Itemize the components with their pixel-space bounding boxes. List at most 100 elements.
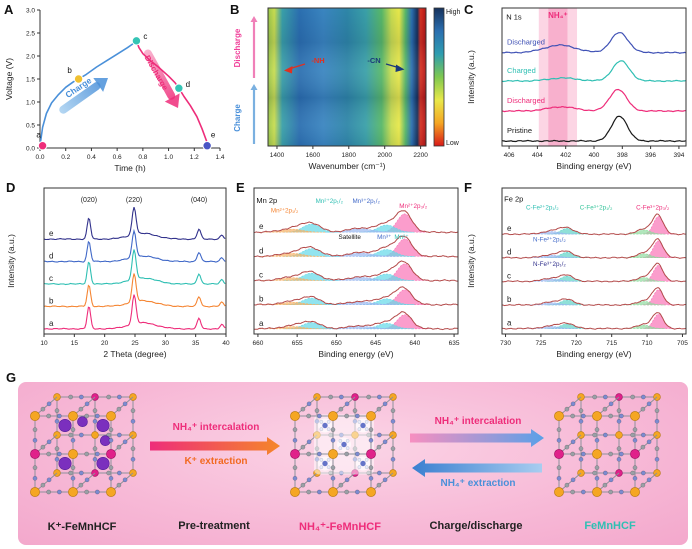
label-k-femnhcf: K⁺-FeMnHCF xyxy=(47,521,117,533)
svg-text:(040): (040) xyxy=(191,197,207,204)
svg-text:20: 20 xyxy=(101,340,109,347)
svg-text:0.4: 0.4 xyxy=(87,154,96,161)
svg-text:Binding energy (eV): Binding energy (eV) xyxy=(556,349,631,359)
xrd-chart: a b c d e 10 15 20 25 30 35 40 2 Theta (degree) Inten… xyxy=(6,187,230,359)
svg-text:715: 715 xyxy=(606,340,617,347)
svg-text:C-Fe³⁺2p₁/₂: C-Fe³⁺2p₁/₂ xyxy=(580,205,613,212)
svg-text:400: 400 xyxy=(589,152,600,159)
svg-text:Mn³⁺2p₁/₂: Mn³⁺2p₁/₂ xyxy=(352,198,380,205)
panel-b: 1400 1600 1800 2000 2200 Wavenumber (cm⁻¹) Dis… xyxy=(228,0,464,178)
svg-text:Mn³⁺: Mn³⁺ xyxy=(377,234,391,241)
svg-text:C-Fe²⁺2p₁/₂: C-Fe²⁺2p₁/₂ xyxy=(526,205,559,212)
svg-text:1400: 1400 xyxy=(270,152,285,159)
svg-text:b: b xyxy=(67,66,72,75)
mn2p-xps-chart: a b c d e 660 655 650 645 640 635 Binding energy (e… xyxy=(252,187,460,359)
svg-text:Discharged: Discharged xyxy=(507,38,545,47)
svg-text:c: c xyxy=(49,274,53,283)
svg-text:N 1s: N 1s xyxy=(506,12,522,21)
svg-text:Fe 2p: Fe 2p xyxy=(504,194,523,203)
panel-g-letter: G xyxy=(6,370,17,385)
svg-text:645: 645 xyxy=(370,340,381,347)
svg-text:c: c xyxy=(259,271,263,280)
svg-text:c: c xyxy=(507,271,511,280)
svg-text:0.0: 0.0 xyxy=(35,154,44,161)
panel-a: 0.0 0.2 0.4 0.6 0.8 1.0 1.2 1.4 0.0 0.5 1.0 1.5 2.0 2… xyxy=(0,0,228,178)
svg-text:Charge: Charge xyxy=(233,104,242,132)
svg-text:640: 640 xyxy=(409,340,420,347)
svg-text:Mn 2p: Mn 2p xyxy=(256,196,277,205)
crystal-structure-schematic xyxy=(30,393,661,497)
panel-c: NH₄⁺ Pristine Discharged Charged Discharged 4… xyxy=(464,0,692,178)
label-pretreatment: Pre-treatment xyxy=(178,520,250,532)
panel-f-letter: F xyxy=(464,180,472,195)
svg-text:b: b xyxy=(507,295,512,304)
svg-text:Mn²⁺2p₃/₂: Mn²⁺2p₃/₂ xyxy=(399,203,427,210)
fe2p-xps-chart: a b c d e 730 725 720 715 710 705 Binding energy (e… xyxy=(466,187,688,359)
svg-text:a: a xyxy=(259,319,264,328)
svg-text:Voltage (V): Voltage (V) xyxy=(4,58,14,100)
svg-text:2000: 2000 xyxy=(377,152,392,159)
cube-K xyxy=(30,393,137,497)
panel-e-letter: E xyxy=(236,180,245,195)
svg-text:705: 705 xyxy=(677,340,688,347)
n1s-xps-chart: NH₄⁺ Pristine Discharged Charged Discharged 4… xyxy=(466,7,687,171)
svg-text:0.8: 0.8 xyxy=(138,154,147,161)
svg-text:1600: 1600 xyxy=(306,152,321,159)
svg-text:1.2: 1.2 xyxy=(190,154,199,161)
svg-text:Satellite: Satellite xyxy=(339,234,362,241)
svg-text:Wavenumber (cm⁻¹): Wavenumber (cm⁻¹) xyxy=(309,161,386,171)
svg-text:1800: 1800 xyxy=(342,152,357,159)
svg-text:d: d xyxy=(259,246,263,255)
panel-e: a b c d e 660 655 650 645 640 635 Binding energy (e… xyxy=(232,178,464,372)
svg-text:1.5: 1.5 xyxy=(26,76,35,83)
svg-text:396: 396 xyxy=(645,152,656,159)
arrow1-top-label: NH₄⁺ intercalation xyxy=(172,422,260,433)
svg-text:High: High xyxy=(446,9,461,16)
svg-text:Intensity (a.u.): Intensity (a.u.) xyxy=(6,234,16,288)
svg-text:635: 635 xyxy=(449,340,460,347)
svg-text:15: 15 xyxy=(71,340,79,347)
svg-text:Mn²⁺2p₁/₂: Mn²⁺2p₁/₂ xyxy=(316,198,344,205)
svg-text:Intensity (a.u.): Intensity (a.u.) xyxy=(466,234,476,288)
svg-text:Intensity (a.u.): Intensity (a.u.) xyxy=(466,50,476,104)
svg-text:402: 402 xyxy=(560,152,571,159)
svg-text:10: 10 xyxy=(40,340,48,347)
svg-text:25: 25 xyxy=(131,340,139,347)
svg-text:655: 655 xyxy=(292,340,303,347)
label-femnhcf: FeMnHCF xyxy=(584,520,636,532)
svg-text:N-Fe³⁺2p₁/₂: N-Fe³⁺2p₁/₂ xyxy=(533,261,566,268)
svg-text:NH₄⁺: NH₄⁺ xyxy=(548,11,568,20)
svg-text:1.4: 1.4 xyxy=(215,154,224,161)
svg-text:Pristine: Pristine xyxy=(507,126,532,135)
svg-text:40: 40 xyxy=(222,340,230,347)
label-charge-discharge: Charge/discharge xyxy=(429,520,523,532)
svg-text:d: d xyxy=(49,252,53,261)
svg-text:660: 660 xyxy=(252,340,263,347)
svg-text:Charged: Charged xyxy=(507,66,536,75)
svg-text:725: 725 xyxy=(535,340,546,347)
panel-a-letter: A xyxy=(4,2,14,17)
svg-text:Mn²⁺2p₁/₂: Mn²⁺2p₁/₂ xyxy=(271,207,299,214)
label-nh4-femnhcf: NH₄⁺-FeMnHCF xyxy=(299,521,381,533)
svg-text:30: 30 xyxy=(162,340,170,347)
svg-text:2200: 2200 xyxy=(413,152,428,159)
arrow1-bottom-label: K⁺ extraction xyxy=(184,456,248,467)
panel-g: NH₄⁺ intercalation K⁺ extraction NH₄⁺ in… xyxy=(18,382,688,545)
svg-text:e: e xyxy=(49,229,54,238)
svg-text:b: b xyxy=(259,295,264,304)
svg-text:0.2: 0.2 xyxy=(61,154,70,161)
svg-text:720: 720 xyxy=(571,340,582,347)
svg-text:-CN: -CN xyxy=(367,56,380,65)
cube-NH4 xyxy=(290,393,397,497)
svg-text:c: c xyxy=(143,32,147,41)
svg-text:Time (h): Time (h) xyxy=(114,163,145,173)
svg-text:C-Fe³⁺2p₃/₂: C-Fe³⁺2p₃/₂ xyxy=(636,205,670,212)
svg-text:e: e xyxy=(507,224,512,233)
svg-text:Discharge: Discharge xyxy=(233,28,242,67)
svg-text:-NH: -NH xyxy=(311,56,324,65)
svg-text:2 Theta (degree): 2 Theta (degree) xyxy=(103,349,166,359)
svg-text:2.0: 2.0 xyxy=(26,53,35,60)
svg-text:650: 650 xyxy=(331,340,342,347)
svg-text:1.0: 1.0 xyxy=(164,154,173,161)
